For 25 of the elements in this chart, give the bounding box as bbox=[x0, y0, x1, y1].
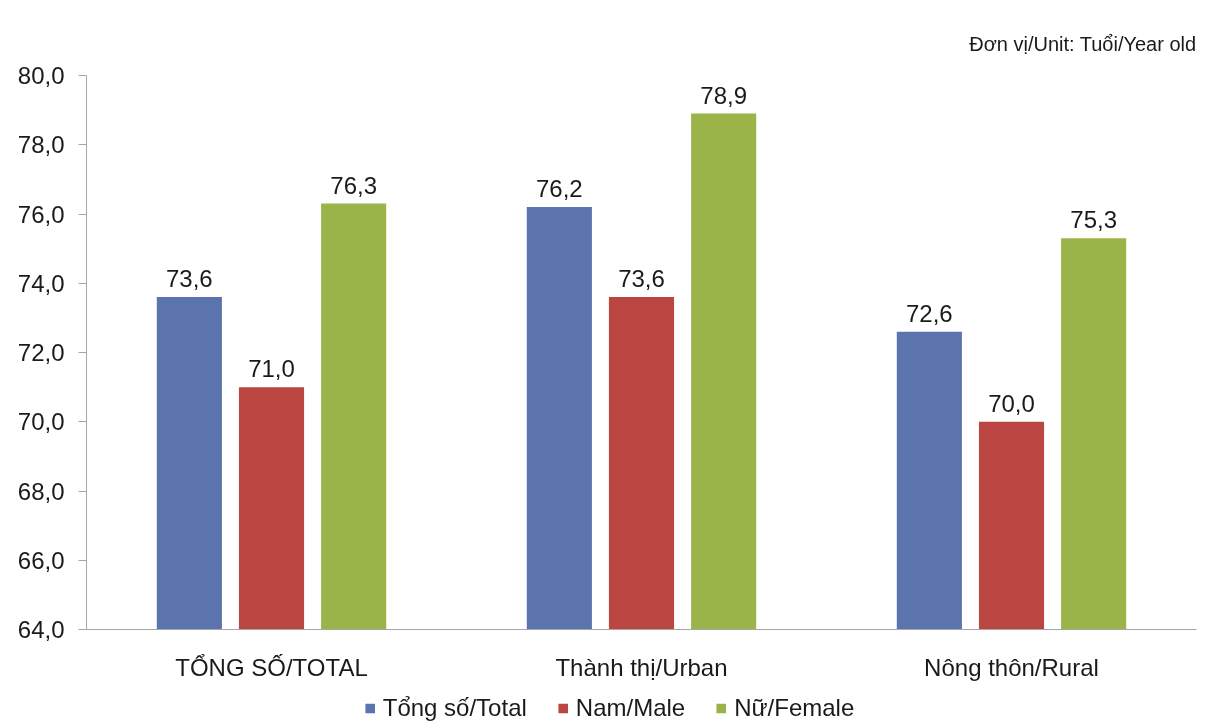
x-tick-label: Thành thị/Urban bbox=[555, 653, 728, 681]
legend-label: Tổng số/Total bbox=[382, 694, 527, 722]
data-label: 76,2 bbox=[536, 175, 583, 203]
x-tick-label: TỔNG SỐ/TOTAL bbox=[175, 653, 368, 681]
data-label: 72,6 bbox=[906, 299, 953, 327]
legend-label: Nữ/Female bbox=[734, 694, 855, 722]
x-tick-label: Nông thôn/Rural bbox=[924, 653, 1099, 681]
data-label: 76,3 bbox=[330, 171, 377, 199]
y-tick-label: 64,0 bbox=[17, 616, 65, 643]
y-tick-label: 74,0 bbox=[17, 269, 65, 297]
y-tick-label: 78,0 bbox=[17, 131, 65, 159]
y-tick-label: 76,0 bbox=[17, 200, 65, 228]
y-tick-label: 68,0 bbox=[17, 477, 65, 505]
text: Đơn vị/Unit: Tuổi/Year old bbox=[969, 32, 1197, 55]
data-label: 73,6 bbox=[166, 265, 213, 293]
data-label: 75,3 bbox=[1070, 206, 1117, 234]
y-tick-label: 70,0 bbox=[17, 408, 65, 436]
y-tick-label: 66,0 bbox=[17, 546, 65, 574]
data-label: 71,0 bbox=[248, 355, 295, 383]
y-tick-label: 72,0 bbox=[17, 339, 65, 366]
data-label: 73,6 bbox=[618, 265, 665, 293]
data-label: 70,0 bbox=[988, 389, 1035, 417]
y-tick-label: 80,0 bbox=[17, 62, 65, 89]
data-label: 78,9 bbox=[700, 81, 747, 109]
legend-label: Nam/Male bbox=[575, 694, 686, 722]
